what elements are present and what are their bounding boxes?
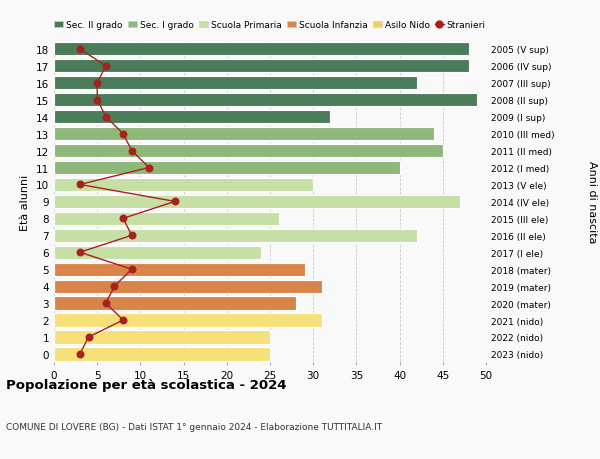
- Point: [144, 164, 154, 172]
- Point: [127, 232, 137, 240]
- Text: COMUNE DI LOVERE (BG) - Dati ISTAT 1° gennaio 2024 - Elaborazione TUTTITALIA.IT: COMUNE DI LOVERE (BG) - Dati ISTAT 1° ge…: [6, 422, 382, 431]
- Bar: [54, 330, 270, 344]
- Point: [92, 97, 102, 104]
- Bar: [54, 196, 460, 208]
- Bar: [54, 162, 400, 175]
- Point: [110, 283, 119, 290]
- Point: [75, 351, 85, 358]
- Y-axis label: Età alunni: Età alunni: [20, 174, 31, 230]
- Point: [118, 215, 128, 223]
- Bar: [54, 60, 469, 73]
- Bar: [54, 347, 270, 361]
- Point: [127, 147, 137, 155]
- Point: [118, 317, 128, 324]
- Bar: [54, 179, 313, 192]
- Point: [101, 114, 110, 121]
- Point: [84, 334, 94, 341]
- Bar: [54, 145, 443, 158]
- Legend: Sec. II grado, Sec. I grado, Scuola Primaria, Scuola Infanzia, Asilo Nido, Stran: Sec. II grado, Sec. I grado, Scuola Prim…: [55, 22, 485, 30]
- Bar: [54, 280, 322, 293]
- Bar: [54, 246, 262, 259]
- Point: [170, 198, 180, 206]
- Bar: [54, 94, 478, 107]
- Bar: [54, 229, 417, 242]
- Bar: [54, 128, 434, 141]
- Text: Anni di nascita: Anni di nascita: [587, 161, 597, 243]
- Point: [75, 249, 85, 257]
- Point: [118, 131, 128, 138]
- Bar: [54, 314, 322, 327]
- Bar: [54, 43, 469, 56]
- Point: [127, 266, 137, 273]
- Point: [101, 63, 110, 70]
- Point: [75, 181, 85, 189]
- Point: [101, 300, 110, 307]
- Text: Popolazione per età scolastica - 2024: Popolazione per età scolastica - 2024: [6, 379, 287, 392]
- Bar: [54, 263, 305, 276]
- Bar: [54, 212, 278, 225]
- Bar: [54, 297, 296, 310]
- Bar: [54, 77, 417, 90]
- Point: [92, 80, 102, 87]
- Point: [75, 46, 85, 53]
- Bar: [54, 111, 331, 124]
